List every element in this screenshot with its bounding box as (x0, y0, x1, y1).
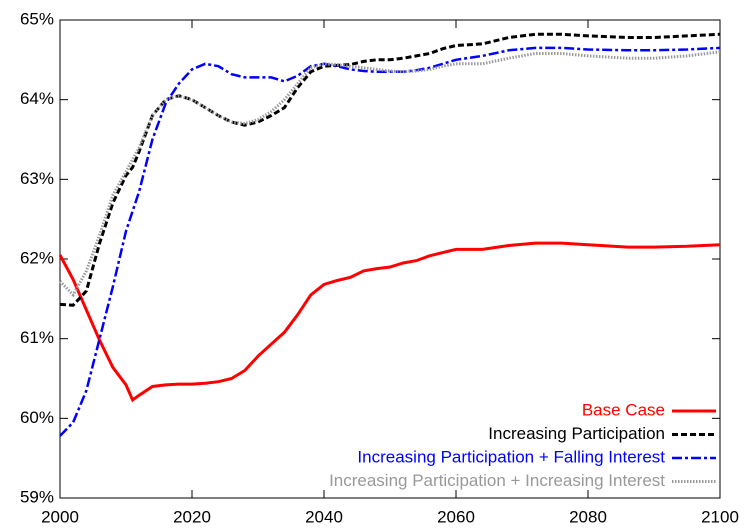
y-tick-label: 64% (20, 89, 54, 108)
legend-label: Increasing Participation (488, 424, 665, 443)
legend-label: Increasing Participation + Increasing In… (329, 471, 665, 490)
series-line (59, 32, 721, 307)
y-tick-label: 63% (20, 169, 54, 188)
x-tick-label: 2080 (569, 507, 607, 526)
series-line (59, 46, 721, 437)
x-tick-label: 2100 (701, 507, 739, 526)
x-tick-label: 2040 (305, 507, 343, 526)
series-line (58, 241, 721, 403)
y-tick-label: 59% (20, 487, 54, 506)
x-tick-label: 2020 (173, 507, 211, 526)
x-tick-label: 2000 (41, 507, 79, 526)
y-tick-label: 61% (20, 328, 54, 347)
y-tick-label: 65% (20, 9, 54, 28)
y-tick-label: 62% (20, 248, 54, 267)
legend-label: Increasing Participation + Falling Inter… (357, 447, 665, 466)
legend-label: Base Case (582, 400, 665, 419)
y-tick-label: 60% (20, 408, 54, 427)
x-tick-label: 2060 (437, 507, 475, 526)
series-line (58, 50, 721, 298)
